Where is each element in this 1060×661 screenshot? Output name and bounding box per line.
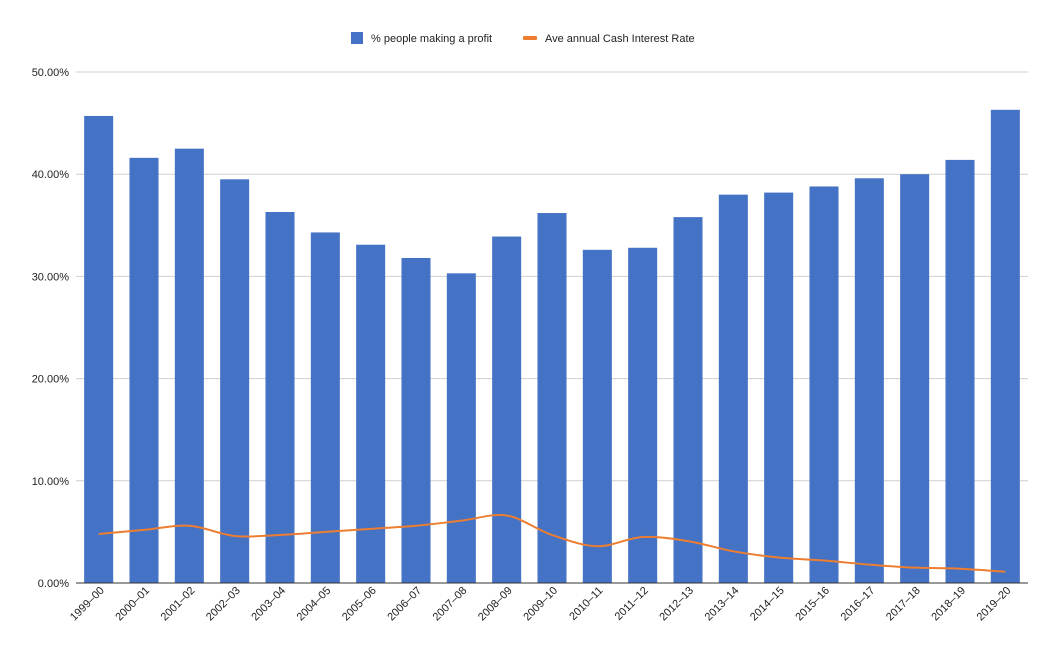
bar (537, 213, 567, 583)
bar (401, 258, 431, 583)
x-tick-label: 2007–08 (431, 585, 470, 624)
bar (310, 232, 340, 584)
x-tick-label: 2008–09 (476, 585, 515, 624)
y-tick-label: 50.00% (32, 67, 70, 79)
x-tick-label: 1999–00 (68, 585, 107, 624)
bar (854, 178, 884, 583)
x-tick-label: 2003–04 (249, 585, 288, 624)
x-tick-label: 2011–12 (613, 585, 651, 623)
y-tick-label: 40.00% (32, 169, 70, 181)
bar (945, 159, 975, 583)
x-tick-label: 2018–19 (929, 585, 968, 624)
bar (265, 212, 295, 583)
bar (129, 157, 159, 583)
bar-series (84, 109, 1020, 584)
y-tick-label: 30.00% (32, 271, 70, 283)
x-tick-label: 2014–15 (748, 585, 787, 624)
x-tick-label: 2012–13 (657, 585, 696, 624)
interest-rate-line (98, 514, 1006, 573)
x-tick-label: 2010–11 (567, 585, 605, 623)
y-tick-label: 10.00% (32, 476, 70, 488)
x-tick-label: 2006–07 (385, 585, 424, 624)
x-tick-label: 2015–16 (793, 585, 832, 624)
bar (764, 192, 794, 583)
legend-swatch-line (523, 36, 537, 40)
x-axis-ticks: 1999–00 2000–01 2001–02 2002–03 2003–04 2004–… (68, 585, 1013, 624)
x-tick-label: 2000–01 (113, 585, 152, 624)
x-tick-label: 2005–06 (340, 585, 379, 624)
bar (628, 247, 658, 583)
x-tick-label: 2016–17 (839, 585, 878, 624)
bar (990, 109, 1020, 584)
x-tick-label: 2019–20 (975, 585, 1014, 624)
legend-label-bar: % people making a profit (371, 33, 492, 45)
legend: % people making a profit Ave annual Cash… (351, 32, 695, 45)
legend-label-line: Ave annual Cash Interest Rate (545, 33, 695, 45)
line-series (98, 514, 1006, 573)
bar (84, 115, 114, 584)
bar (900, 174, 930, 583)
y-axis-ticks: 0.00% 10.00% 20.00% 30.00% 40.00% 50.00% (32, 67, 70, 590)
x-tick-label: 2017–18 (884, 585, 923, 624)
x-tick-label: 2002–03 (204, 585, 243, 624)
bar (809, 186, 839, 584)
bar (174, 148, 204, 583)
bar (582, 249, 612, 583)
bar (673, 217, 703, 583)
y-tick-label: 20.00% (32, 374, 70, 386)
bar (718, 194, 748, 583)
y-tick-label: 0.00% (38, 578, 69, 590)
bar (356, 244, 386, 583)
x-tick-label: 2001–02 (159, 585, 198, 624)
x-tick-label: 2004–05 (295, 585, 334, 624)
bar (446, 273, 476, 583)
bar (492, 236, 522, 584)
x-tick-label: 2013–14 (703, 585, 742, 624)
bar (220, 179, 250, 583)
x-tick-label: 2009–10 (521, 585, 560, 624)
legend-swatch-bar (351, 32, 363, 44)
